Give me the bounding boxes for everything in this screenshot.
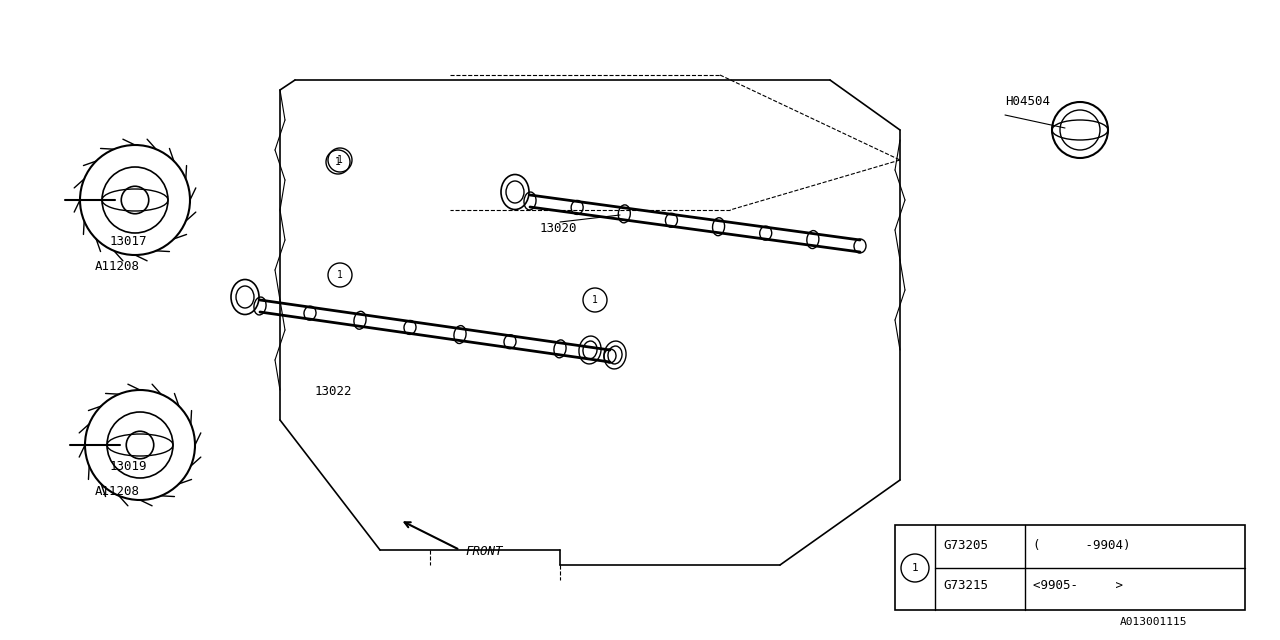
Text: 13020: 13020: [540, 222, 577, 235]
Text: 13022: 13022: [315, 385, 352, 398]
Text: 13019: 13019: [110, 460, 147, 473]
Text: 1: 1: [335, 157, 340, 167]
Text: 1: 1: [337, 270, 343, 280]
Text: G73205: G73205: [943, 539, 988, 552]
Text: G73215: G73215: [943, 579, 988, 592]
Text: <9905-     >: <9905- >: [1033, 579, 1123, 592]
Text: A11208: A11208: [95, 260, 140, 273]
Text: 1: 1: [911, 563, 918, 573]
Text: A013001115: A013001115: [1120, 617, 1188, 627]
Text: FRONT: FRONT: [465, 545, 503, 558]
Bar: [895, 525, 1245, 610]
Text: H04504: H04504: [1005, 95, 1050, 108]
Text: A11208: A11208: [95, 485, 140, 498]
Text: (      -9904): ( -9904): [1033, 539, 1130, 552]
Text: 1: 1: [593, 295, 598, 305]
Text: 1: 1: [337, 155, 343, 165]
Text: 13017: 13017: [110, 235, 147, 248]
